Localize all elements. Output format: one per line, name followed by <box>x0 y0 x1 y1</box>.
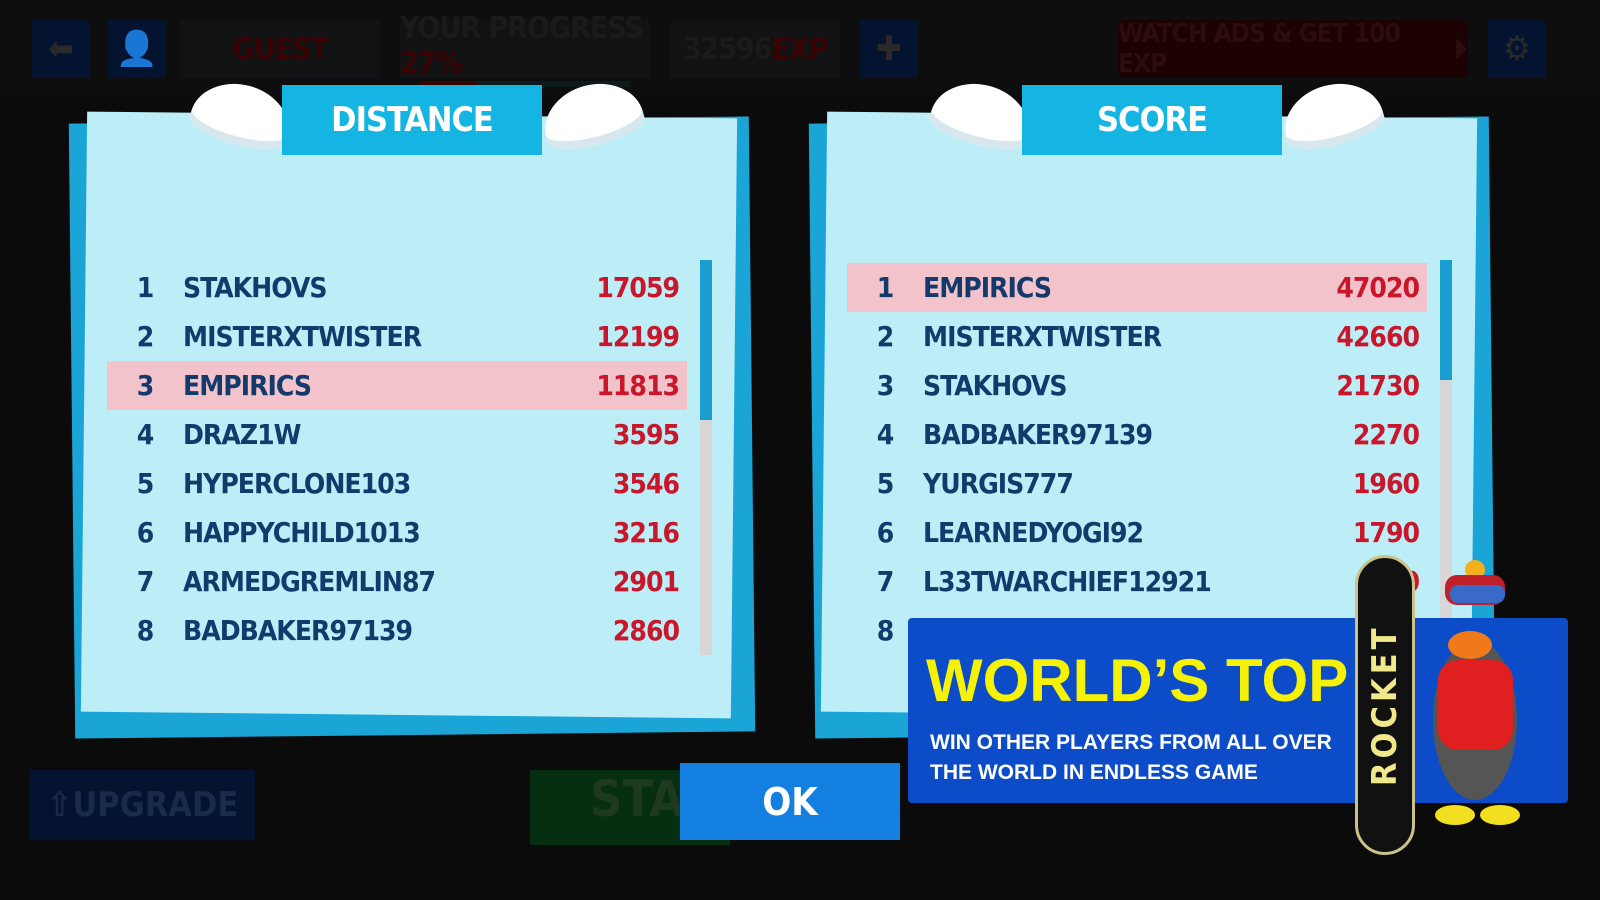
leaderboard-row: 3 EMPIRICS 11813 <box>107 361 687 410</box>
arrow-up-icon: ⇧ <box>46 785 73 825</box>
promo-title: WORLD’S TOP <box>926 647 1349 714</box>
row-value: 3546 <box>612 467 680 500</box>
row-value: 2901 <box>612 565 680 598</box>
distance-leaderboard: DISTANCE 1 STAKHOVS 17059 2 MISTERXTWISTER 12… <box>68 73 756 739</box>
leaderboard-row: 6 HAPPYCHILD1013 3216 <box>107 508 687 557</box>
row-name: STAKHOVS <box>183 271 328 304</box>
row-rank: 6 <box>136 516 155 549</box>
row-rank: 6 <box>876 516 895 549</box>
upgrade-label: UPGRADE <box>72 785 239 825</box>
upgrade-button[interactable]: ⇧ UPGRADE <box>30 770 255 840</box>
leaderboard-row: 4 DRAZ1W 3595 <box>107 410 687 459</box>
plus-icon: ✚ <box>876 29 902 69</box>
row-rank: 4 <box>136 418 155 451</box>
score-leaderboard: SCORE 1 EMPIRICS 47020 2 MISTERXTWISTER 42660… <box>808 73 1496 739</box>
row-rank: 8 <box>136 614 155 647</box>
score-scrollbar[interactable] <box>1440 260 1452 655</box>
row-name: YURGIS777 <box>923 467 1074 500</box>
leaderboard-row: 7L33TWARCHIEF1292160 <box>847 557 1427 606</box>
leaderboard-row: 4 BADBAKER97139 2270 <box>847 410 1427 459</box>
leaderboard-row: 3 STAKHOVS 21730 <box>847 361 1427 410</box>
watch-ads-button[interactable]: WATCH ADS & GET 100 EXP ⏵ <box>1118 19 1468 79</box>
row-name: L33TWARCHIEF12921 <box>923 565 1212 598</box>
row-name: MISTERXTWISTER <box>183 320 422 353</box>
row-name: STAKHOVS <box>923 369 1068 402</box>
leaderboard-row: 8 BADBAKER97139 2860 <box>107 606 687 655</box>
row-name: HAPPYCHILD1013 <box>183 516 421 549</box>
row-name: EMPIRICS <box>183 369 312 402</box>
progress-bar <box>420 81 630 87</box>
ok-button[interactable]: OK <box>680 763 900 840</box>
bird-mascot-icon <box>1433 560 1520 825</box>
leaderboard-row: 8 <box>847 606 1427 655</box>
settings-button[interactable]: ⚙ <box>1488 20 1546 78</box>
row-value: 21730 <box>1336 369 1420 402</box>
row-name: EMPIRICS <box>923 271 1052 304</box>
row-value: 47020 <box>1336 271 1420 304</box>
row-rank: 2 <box>136 320 155 353</box>
row-value: 2270 <box>1352 418 1420 451</box>
row-value: 1960 <box>1352 467 1420 500</box>
row-value: 2860 <box>612 614 680 647</box>
gear-icon: ⚙ <box>1503 29 1531 69</box>
row-value: 11813 <box>596 369 680 402</box>
add-exp-button[interactable]: ✚ <box>860 20 918 78</box>
exp-unit: EXP <box>771 31 828 67</box>
play-icon: ⏵ <box>1453 31 1468 67</box>
score-title: SCORE <box>1022 85 1282 155</box>
row-rank: 8 <box>876 614 895 647</box>
row-rank: 4 <box>876 418 895 451</box>
distance-title: DISTANCE <box>282 85 542 155</box>
leaderboard-row: 2 MISTERXTWISTER 42660 <box>847 312 1427 361</box>
distance-scrollbar[interactable] <box>700 260 712 655</box>
row-value: 42660 <box>1336 320 1420 353</box>
score-list[interactable]: 1 EMPIRICS 47020 2 MISTERXTWISTER 42660 3 STAKH… <box>847 263 1427 655</box>
progress-label: YOUR PROGRESS <box>400 11 644 46</box>
progress-value: 27% <box>400 46 463 81</box>
row-rank: 7 <box>136 565 155 598</box>
exp-value: 32596 <box>682 31 773 67</box>
leaderboard-row: 7 ARMEDGREMLIN87 2901 <box>107 557 687 606</box>
row-value: 1790 <box>1352 516 1420 549</box>
row-rank: 2 <box>876 320 895 353</box>
promo-text: WIN OTHER PLAYERS FROM ALL OVER THE WORL… <box>930 731 1332 784</box>
row-name: HYPERCLONE103 <box>183 467 411 500</box>
row-value: 12199 <box>596 320 680 353</box>
row-value: 3595 <box>612 418 680 451</box>
row-name: LEARNEDYOGI92 <box>923 516 1144 549</box>
leaderboard-row: 5 YURGIS777 1960 <box>847 459 1427 508</box>
distance-list[interactable]: 1 STAKHOVS 17059 2 MISTERXTWISTER 12199 3 EMPIR… <box>107 263 687 655</box>
leaderboard-row: 6 LEARNEDYOGI92 1790 <box>847 508 1427 557</box>
top-bar: ⬅ 👤 GUEST YOUR PROGRESS 27% 32596 EXP ✚ W… <box>0 0 1600 96</box>
row-rank: 3 <box>136 369 155 402</box>
row-value: 3216 <box>612 516 680 549</box>
arrow-left-icon: ⬅ <box>48 29 74 69</box>
row-rank: 1 <box>136 271 155 304</box>
row-rank: 3 <box>876 369 895 402</box>
user-icon: 👤 <box>115 29 159 69</box>
row-name: BADBAKER97139 <box>923 418 1153 451</box>
leaderboard-row: 1 EMPIRICS 47020 <box>847 263 1427 312</box>
row-rank: 7 <box>876 565 895 598</box>
row-value: 17059 <box>596 271 680 304</box>
row-name: ARMEDGREMLIN87 <box>183 565 436 598</box>
back-button[interactable]: ⬅ <box>32 20 90 78</box>
watch-ads-label: WATCH ADS & GET 100 EXP <box>1118 19 1401 79</box>
row-name: MISTERXTWISTER <box>923 320 1162 353</box>
row-rank: 1 <box>876 271 895 304</box>
row-rank: 5 <box>136 467 155 500</box>
leaderboard-row: 1 STAKHOVS 17059 <box>107 263 687 312</box>
row-name: BADBAKER97139 <box>183 614 413 647</box>
row-name: DRAZ1W <box>183 418 301 451</box>
player-name: GUEST <box>232 31 328 67</box>
row-rank: 5 <box>876 467 895 500</box>
profile-button[interactable]: 👤 <box>108 20 166 78</box>
leaderboard-row: 2 MISTERXTWISTER 12199 <box>107 312 687 361</box>
leaderboard-row: 5 HYPERCLONE103 3546 <box>107 459 687 508</box>
snowboard-logo: ROCKET <box>1355 555 1415 855</box>
